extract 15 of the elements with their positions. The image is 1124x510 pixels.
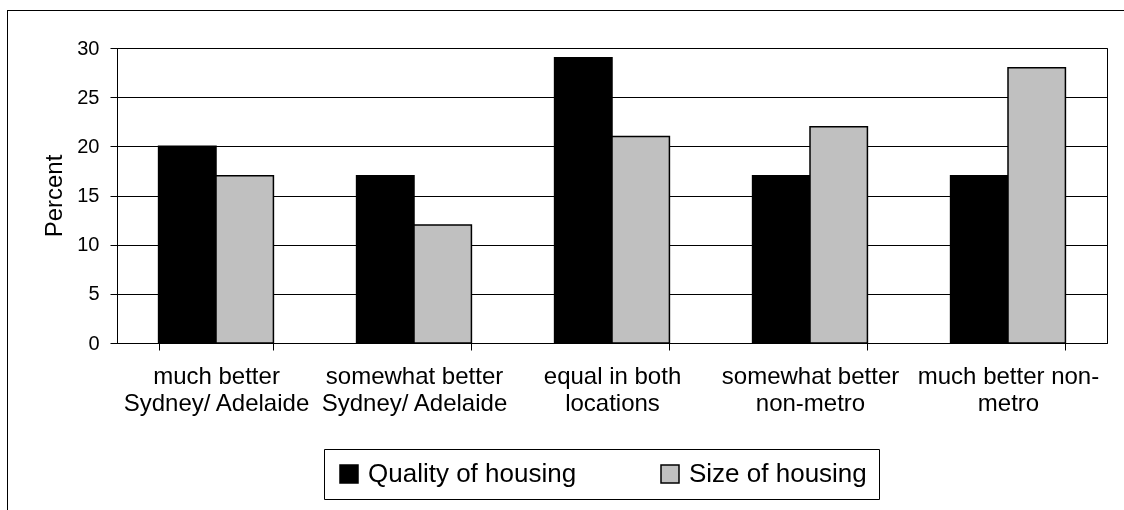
- x-tick-label: equal in both locations: [543, 361, 682, 416]
- legend-label: Quality of housing: [368, 458, 577, 488]
- y-tick-label: 0: [88, 331, 100, 354]
- y-tick-label: 30: [77, 36, 100, 59]
- legend-label: Size of housing: [689, 458, 867, 488]
- y-tick-label: 20: [77, 134, 100, 157]
- y-tick-label: 5: [88, 282, 100, 305]
- x-tick-label: somewhat better Sydney/ Adelaide: [321, 361, 508, 416]
- x-tick-label: much better Sydney/ Adelaide: [123, 361, 310, 416]
- y-tick-label: 15: [77, 184, 100, 206]
- y-tick-label: 25: [77, 85, 100, 108]
- y-tick-label: 10: [77, 233, 100, 256]
- y-axis-title: Percent: [40, 154, 68, 238]
- x-tick-label: much better non-metro: [917, 361, 1100, 416]
- x-tick-label: somewhat better non-metro: [721, 361, 900, 416]
